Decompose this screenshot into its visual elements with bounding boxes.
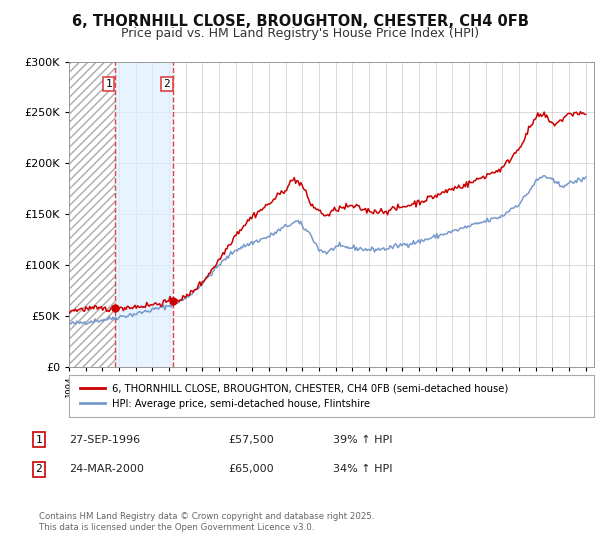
Text: £65,000: £65,000: [228, 464, 274, 474]
Text: 1: 1: [35, 435, 43, 445]
Text: Price paid vs. HM Land Registry's House Price Index (HPI): Price paid vs. HM Land Registry's House …: [121, 27, 479, 40]
Text: 34% ↑ HPI: 34% ↑ HPI: [333, 464, 392, 474]
Text: £57,500: £57,500: [228, 435, 274, 445]
Bar: [69, 62, 115, 367]
Text: 24-MAR-2000: 24-MAR-2000: [69, 464, 144, 474]
Text: 2: 2: [35, 464, 43, 474]
Text: Contains HM Land Registry data © Crown copyright and database right 2025.
This d: Contains HM Land Registry data © Crown c…: [39, 512, 374, 532]
Text: 39% ↑ HPI: 39% ↑ HPI: [333, 435, 392, 445]
Text: 2: 2: [164, 79, 170, 89]
Text: 27-SEP-1996: 27-SEP-1996: [69, 435, 140, 445]
Bar: [115, 62, 173, 367]
Legend: 6, THORNHILL CLOSE, BROUGHTON, CHESTER, CH4 0FB (semi-detached house), HPI: Aver: 6, THORNHILL CLOSE, BROUGHTON, CHESTER, …: [74, 377, 514, 415]
Text: 6, THORNHILL CLOSE, BROUGHTON, CHESTER, CH4 0FB: 6, THORNHILL CLOSE, BROUGHTON, CHESTER, …: [71, 14, 529, 29]
Text: 1: 1: [106, 79, 112, 89]
